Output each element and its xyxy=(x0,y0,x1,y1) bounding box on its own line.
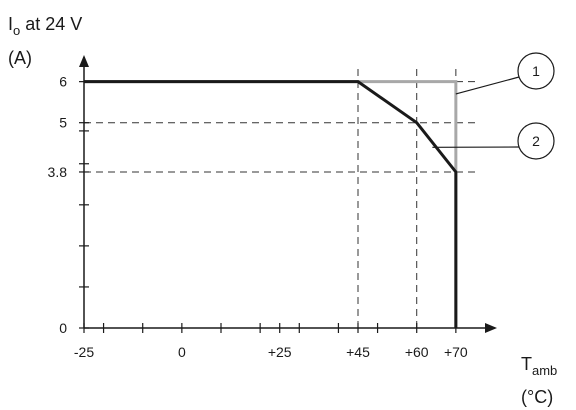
x-axis-symbol: T xyxy=(521,354,532,374)
callout-number: 2 xyxy=(532,133,540,149)
y-tick-label: 0 xyxy=(59,320,67,336)
y-tick-label: 5 xyxy=(59,115,67,131)
x-axis-title: Tamb xyxy=(521,354,557,378)
y-tick-label: 3.8 xyxy=(48,164,68,180)
x-axis-subscript: amb xyxy=(532,363,557,378)
x-tick-label: +60 xyxy=(405,344,429,360)
tick-labels: -25 0 +25 +45 +60 +70 0 3.8 5 6 xyxy=(48,74,468,360)
callouts: 12 xyxy=(432,52,555,160)
x-tick-label: +70 xyxy=(444,344,468,360)
x-tick-label: +45 xyxy=(346,344,370,360)
y-axis-unit: (A) xyxy=(8,48,32,68)
reference-lines xyxy=(84,67,476,328)
x-tick-label: 0 xyxy=(178,344,186,360)
callout-circle xyxy=(517,52,555,90)
series-group xyxy=(84,80,458,328)
x-tick-label: +25 xyxy=(268,344,292,360)
axis-ticks xyxy=(79,81,457,333)
y-axis-title: Io at 24 V xyxy=(8,14,82,38)
y-axis-subscript: o xyxy=(13,23,20,38)
y-axis-symbol: I xyxy=(8,14,13,34)
y-axis-title-rest: at 24 V xyxy=(20,14,82,34)
x-axis-unit: (°C) xyxy=(521,387,553,407)
series-1-line xyxy=(84,80,458,328)
callout-circle xyxy=(517,122,555,160)
callout-leader xyxy=(455,76,520,95)
x-tick-label: -25 xyxy=(74,344,94,360)
callout-number: 1 xyxy=(532,63,540,79)
y-tick-label: 6 xyxy=(59,74,67,90)
series-2-line xyxy=(84,80,458,328)
